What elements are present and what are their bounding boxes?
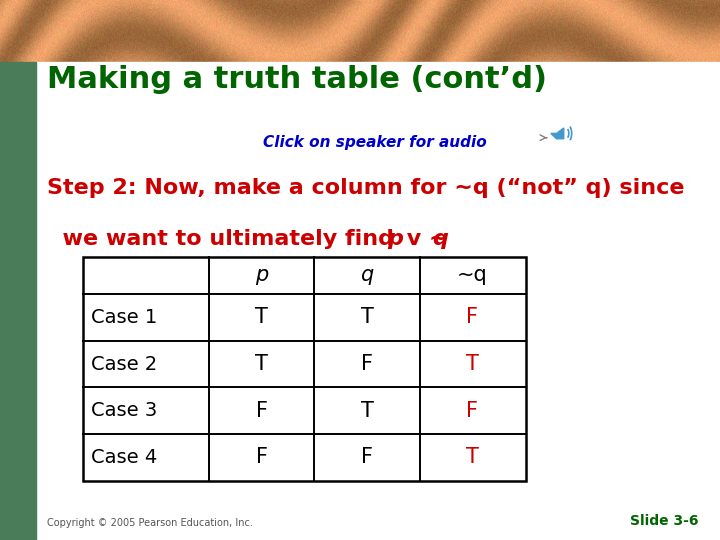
Polygon shape (551, 128, 564, 139)
Bar (83, 256, 526, 481)
Text: q: q (432, 230, 448, 249)
Text: Case 1: Case 1 (91, 308, 158, 327)
Text: p: p (255, 265, 269, 285)
Text: ~q: ~q (457, 265, 488, 285)
Text: we want to ultimately find: we want to ultimately find (47, 230, 402, 249)
Text: T: T (256, 307, 268, 327)
Text: F: F (256, 401, 268, 421)
Text: Case 4: Case 4 (91, 448, 158, 467)
Text: F: F (361, 447, 373, 467)
Text: T: T (466, 447, 479, 467)
Text: F: F (467, 401, 479, 421)
Text: p: p (387, 230, 403, 249)
Text: Case 2: Case 2 (91, 355, 158, 374)
Text: F: F (256, 447, 268, 467)
Text: F: F (361, 354, 373, 374)
Text: Step 2: Now, make a column for ~q (“not” q) since: Step 2: Now, make a column for ~q (“not”… (47, 178, 684, 198)
Text: Case 3: Case 3 (91, 401, 158, 420)
Text: Copyright © 2005 Pearson Education, Inc.: Copyright © 2005 Pearson Education, Inc. (47, 518, 253, 528)
Text: F: F (467, 307, 479, 327)
Text: Slide 3-6: Slide 3-6 (630, 514, 698, 528)
Text: T: T (361, 307, 374, 327)
Text: v ~: v ~ (399, 230, 448, 249)
Text: q: q (361, 265, 374, 285)
Text: Making a truth table (cont’d): Making a truth table (cont’d) (47, 65, 546, 94)
Text: T: T (466, 354, 479, 374)
Bar (0, 62, 36, 540)
Bar (36, 62, 720, 540)
Text: T: T (256, 354, 268, 374)
Text: T: T (361, 401, 374, 421)
Text: Click on speaker for audio: Click on speaker for audio (263, 135, 486, 150)
